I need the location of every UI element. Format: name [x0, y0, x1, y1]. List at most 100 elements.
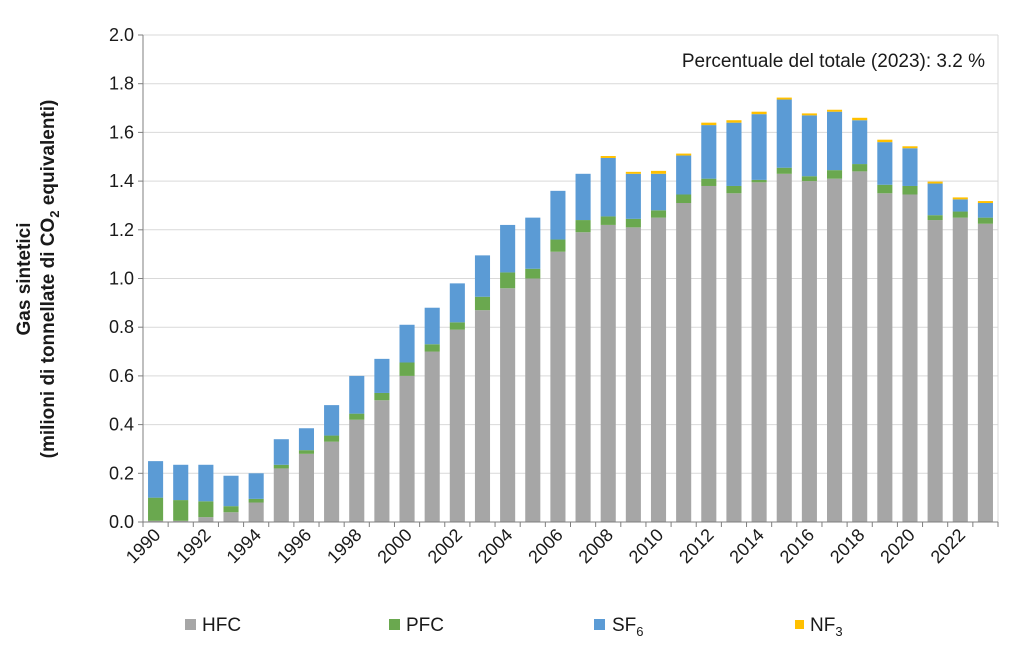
legend-swatch-nf3: [795, 620, 804, 629]
bar-nf3-2022: [952, 197, 968, 200]
bar-pfc-2012: [701, 178, 717, 186]
bar-pfc-1990: [148, 497, 164, 521]
y-tick-label: 1.6: [109, 122, 134, 142]
bar-sf6-2005: [525, 217, 541, 269]
bar-sf6-2011: [676, 155, 692, 195]
bar-nf3-2009: [625, 171, 641, 174]
bar-hfc-2013: [726, 193, 742, 522]
bar-hfc-2001: [424, 351, 440, 522]
bar-hfc-1991: [173, 520, 189, 522]
bar-sf6-2009: [625, 173, 641, 219]
bar-pfc-2023: [977, 217, 993, 224]
bar-nf3-2020: [902, 146, 918, 149]
bar-hfc-2003: [474, 310, 491, 522]
bar-nf3-2011: [676, 153, 692, 156]
bar-nf3-2013: [726, 120, 742, 123]
bar-nf3-2023: [977, 201, 993, 204]
bar-sf6-1996: [298, 428, 314, 451]
bar-sf6-2018: [852, 120, 868, 165]
bar-hfc-2017: [827, 178, 843, 523]
bar-pfc-2007: [575, 220, 591, 233]
bar-sf6-1990: [148, 461, 164, 498]
bar-hfc-1996: [298, 453, 314, 522]
x-tick-label: 2022: [927, 525, 969, 567]
bar-hfc-2004: [500, 288, 516, 522]
y-tick-label: 0.8: [109, 317, 134, 337]
bar-hfc-2007: [575, 232, 591, 523]
y-tick-label: 1.2: [109, 220, 134, 240]
bar-hfc-2019: [877, 193, 893, 522]
bar-hfc-2016: [801, 181, 817, 522]
bar-nf3-2008: [600, 156, 616, 158]
bar-sf6-2010: [650, 173, 667, 211]
bar-hfc-1995: [273, 468, 289, 522]
x-tick-label: 2018: [826, 525, 868, 567]
bar-sf6-2000: [399, 324, 415, 363]
x-tick-label: 1992: [172, 525, 214, 567]
bar-sf6-2013: [726, 122, 742, 186]
bar-hfc-1999: [374, 400, 390, 522]
bar-hfc-2008: [600, 224, 616, 522]
bar-hfc-1992: [198, 517, 214, 522]
x-tick-label: 2004: [474, 525, 516, 567]
bar-pfc-2015: [776, 167, 792, 174]
bars: [148, 97, 993, 523]
bar-pfc-2021: [927, 215, 943, 221]
bar-sf6-2015: [776, 99, 792, 168]
bar-sf6-1991: [173, 464, 189, 501]
bar-hfc-2023: [977, 223, 993, 522]
y-tick-label: 0.4: [109, 415, 134, 435]
bar-sf6-2017: [827, 111, 843, 171]
bar-pfc-2022: [952, 211, 968, 218]
bar-pfc-1999: [374, 392, 390, 401]
y-axis-title-line2: (milioni di tonnellate di CO2 equivalent…: [38, 100, 62, 459]
bar-sf6-2007: [575, 173, 591, 221]
bar-pfc-2000: [399, 362, 415, 376]
y-tick-label: 0.6: [109, 366, 134, 386]
bar-pfc-1994: [248, 498, 264, 503]
legend-swatch-pfc: [389, 619, 400, 630]
legend-label-nf3: NF3: [810, 615, 843, 639]
bar-sf6-2014: [751, 114, 767, 180]
y-axis-title-line1: Gas sintetici: [14, 223, 35, 336]
y-tick-labels: 0.0 0.2 0.4 0.6 0.8 1.0 1.2 1.4 1.6 1.8 2.0: [109, 25, 143, 532]
bar-nf3-2010: [650, 170, 667, 174]
bar-hfc-2000: [399, 375, 415, 522]
bar-pfc-2011: [676, 194, 692, 204]
bar-pfc-2017: [827, 170, 843, 179]
legend-swatch-sf6: [594, 619, 605, 630]
bar-pfc-2006: [550, 239, 566, 252]
y-tick-label: 1.0: [109, 269, 134, 289]
bar-pfc-2013: [726, 185, 742, 194]
legend-label-pfc: PFC: [406, 615, 444, 636]
bar-hfc-2011: [676, 203, 692, 522]
bar-pfc-1996: [298, 450, 314, 454]
bar-nf3-2019: [877, 139, 893, 143]
bar-hfc-2005: [525, 278, 541, 522]
bar-pfc-2020: [902, 185, 918, 195]
bar-sf6-1992: [198, 464, 214, 502]
y-tick-label: 2.0: [109, 25, 134, 45]
bar-hfc-2006: [550, 251, 566, 522]
bar-pfc-1998: [349, 413, 365, 420]
y-tick-label: 0.0: [109, 512, 134, 532]
bar-pfc-1995: [273, 464, 289, 469]
bar-pfc-1997: [324, 435, 340, 442]
x-tick-label: 1998: [323, 525, 365, 567]
x-tick-label: 2000: [373, 525, 415, 567]
grid-lines: [143, 34, 999, 522]
bar-hfc-2014: [751, 182, 767, 522]
x-tick-label: 2010: [625, 525, 667, 567]
bar-hfc-1993: [223, 512, 239, 522]
bar-hfc-1998: [349, 419, 365, 522]
bar-hfc-1990: [148, 520, 164, 522]
bar-nf3-2015: [776, 97, 792, 100]
bar-sf6-2016: [801, 115, 817, 177]
bar-hfc-2021: [927, 220, 943, 522]
bar-nf3-2012: [701, 122, 717, 126]
bar-sf6-2006: [550, 190, 566, 240]
y-tick-label: 1.4: [109, 171, 134, 191]
bar-sf6-2020: [902, 148, 918, 186]
bar-sf6-2002: [449, 283, 465, 323]
